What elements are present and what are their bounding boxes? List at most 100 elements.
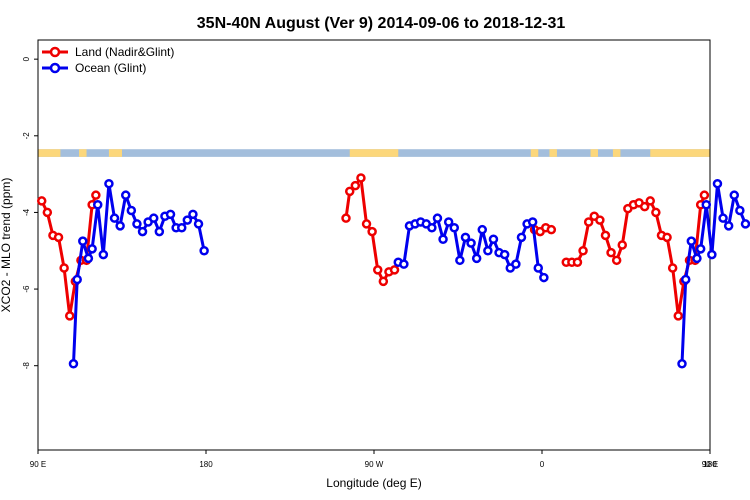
data-point <box>667 263 678 273</box>
data-point <box>639 201 650 212</box>
legend: Land (Nadir&Glint) Ocean (Glint) <box>42 45 174 75</box>
data-point <box>36 196 47 206</box>
data-point <box>132 219 142 229</box>
data-point <box>356 173 366 183</box>
data-point <box>443 217 454 227</box>
data-point <box>680 274 691 285</box>
legend-marker <box>49 46 61 58</box>
x-tick-label: 180 <box>199 460 213 469</box>
data-point <box>735 205 745 216</box>
y-tick-label: -2 <box>22 132 31 140</box>
data-point <box>533 263 544 273</box>
data-point <box>53 232 64 243</box>
data-point <box>477 224 488 235</box>
data-point <box>438 234 448 245</box>
data-point <box>350 180 361 191</box>
data-point <box>677 359 687 369</box>
data-point <box>115 221 125 231</box>
data-point <box>651 207 661 218</box>
data-point <box>723 221 734 231</box>
data-point <box>701 200 712 210</box>
y-tick-label: -4 <box>22 208 31 216</box>
data-point <box>427 223 437 233</box>
x-tick-label: 90 E <box>30 460 46 469</box>
data-point <box>120 190 131 200</box>
chart-title: 35N-40N August (Ver 9) 2014-09-06 to 201… <box>197 15 566 32</box>
data-point <box>729 190 740 200</box>
data-point <box>83 253 94 264</box>
data-point <box>193 219 204 229</box>
x-tick-label: 90 W <box>365 460 384 469</box>
land-band-segment <box>349 149 399 157</box>
series-land-nadir-glint <box>36 173 710 321</box>
data-point <box>182 215 193 225</box>
x-tick-label: 180 <box>703 460 717 469</box>
y-tick-label: -6 <box>22 285 31 293</box>
data-point <box>611 255 622 266</box>
legend-label: Land (Nadir&Glint) <box>75 45 174 59</box>
data-point <box>699 190 710 200</box>
data-point <box>367 226 377 237</box>
data-point <box>600 230 611 241</box>
data-point <box>686 236 697 246</box>
data-point <box>154 226 165 237</box>
data-point <box>137 226 148 237</box>
data-point <box>546 224 557 235</box>
data-point <box>91 190 101 200</box>
data-point <box>344 186 355 197</box>
data-point <box>87 244 97 254</box>
data-point <box>511 259 521 269</box>
land-band-segment <box>549 149 557 157</box>
data-point <box>471 253 482 264</box>
land-band-segment <box>38 149 61 157</box>
data-point <box>662 232 672 243</box>
y-tick-label: 0 <box>22 56 31 61</box>
data-point <box>707 249 717 260</box>
data-point <box>372 265 383 275</box>
data-point <box>460 232 471 243</box>
data-point <box>455 255 465 266</box>
data-point <box>399 259 409 269</box>
data-point <box>572 257 583 267</box>
data-point <box>539 272 549 283</box>
data-point <box>740 219 750 229</box>
landmask-band <box>38 149 710 157</box>
series-ocean-glint <box>68 178 750 369</box>
legend-item: Ocean (Glint) <box>42 61 146 75</box>
data-point <box>583 217 594 227</box>
legend-marker <box>49 62 61 74</box>
land-band-segment <box>590 149 598 157</box>
data-point <box>466 238 476 248</box>
data-point <box>126 205 137 216</box>
data-point <box>199 245 209 256</box>
data-point <box>389 265 400 275</box>
data-point <box>341 213 351 223</box>
data-point <box>527 217 538 227</box>
data-point <box>188 209 198 220</box>
land-band-segment <box>108 149 122 157</box>
land-band-segment <box>612 149 621 157</box>
legend-item: Land (Nadir&Glint) <box>42 45 174 59</box>
data-point <box>109 213 120 223</box>
y-axis-label: XCO2 - MLO trend (ppm) <box>0 178 13 313</box>
data-point <box>165 209 176 220</box>
data-point <box>176 223 187 233</box>
data-point <box>499 249 510 260</box>
data-point <box>718 213 728 223</box>
data-point <box>378 276 389 287</box>
x-axis-label: Longitude (deg E) <box>326 476 421 490</box>
data-point <box>645 196 656 206</box>
data-point <box>42 207 53 218</box>
land-band-segment <box>650 149 710 157</box>
data-point <box>516 232 527 243</box>
data-point <box>72 274 82 285</box>
data-point <box>483 245 493 256</box>
y-tick-label: -8 <box>22 362 31 370</box>
data-point <box>488 234 499 245</box>
data-point <box>361 219 372 229</box>
land-band-segment <box>79 149 87 157</box>
x-tick-label: 90 E <box>702 460 718 469</box>
land-band-segment <box>530 149 539 157</box>
